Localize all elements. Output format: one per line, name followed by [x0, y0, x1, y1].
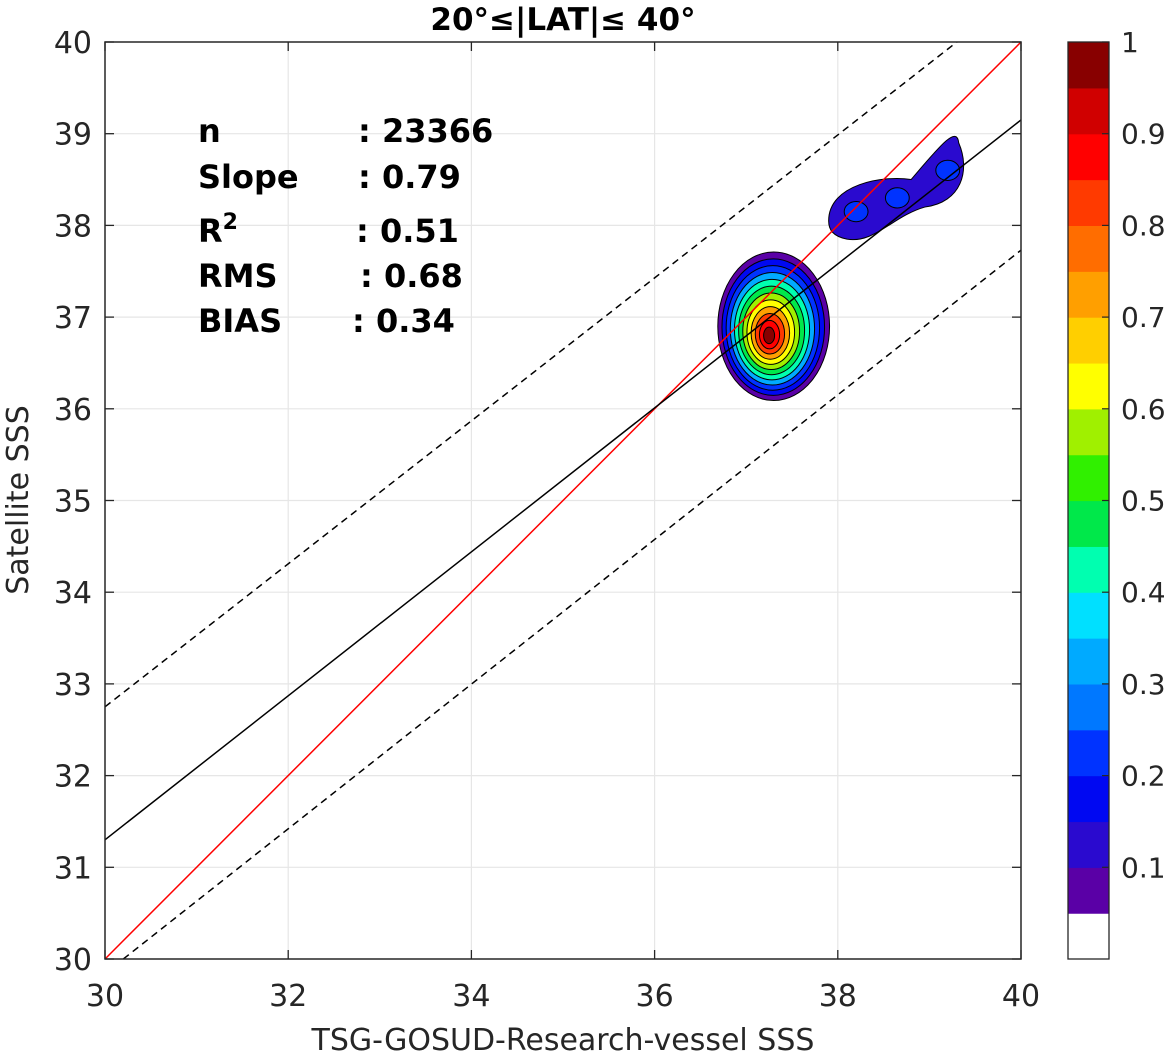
y-axis-label: Satellite SSS	[1, 405, 36, 595]
colorbar-tick-label: 1	[1121, 26, 1139, 59]
stat-label: Slope	[198, 158, 299, 196]
x-tick-label: 40	[1002, 979, 1040, 1014]
colorbar-segment	[1068, 683, 1109, 731]
stat-value: : 0.51	[356, 212, 459, 250]
stat-value: : 23366	[358, 112, 493, 150]
x-tick-label: 32	[269, 979, 307, 1014]
stat-label: RMS	[198, 257, 278, 295]
y-tick-label: 32	[54, 760, 92, 795]
y-tick-label: 37	[54, 301, 92, 336]
reference-lines	[105, 42, 1021, 959]
colorbar-segment	[1068, 133, 1109, 181]
colorbar: 0.1 0.2 0.3 0.4 0.5 0.6 0.7 0.8 0.9 1	[1067, 26, 1166, 960]
stat-value: : 0.79	[358, 158, 461, 196]
colorbar-tick-label: 0.6	[1121, 393, 1166, 426]
colorbar-segment	[1068, 408, 1109, 456]
x-tick-label: 38	[819, 979, 857, 1014]
y-tick-label: 39	[54, 118, 92, 153]
lower-bound-line	[122, 249, 1021, 959]
y-tick-label: 38	[54, 209, 92, 244]
colorbar-tick-label: 0.1	[1121, 851, 1166, 884]
colorbar-segment	[1068, 454, 1109, 502]
colorbar-tick-label: 0.7	[1121, 301, 1166, 334]
colorbar-tick-label: 0.8	[1121, 209, 1166, 242]
stat-value: : 0.68	[360, 257, 463, 295]
density-contours	[717, 136, 965, 402]
colorbar-tick-label: 0.9	[1121, 118, 1166, 151]
colorbar-tick-label: 0.2	[1121, 760, 1166, 793]
one-to-one-line	[105, 42, 1021, 959]
chart-title: 20°≤|LAT|≤ 40°	[430, 2, 695, 38]
y-tick-label: 40	[54, 26, 92, 61]
colorbar-tick-label: 0.4	[1121, 576, 1166, 609]
colorbar-segment	[1068, 271, 1109, 318]
y-tick-label: 31	[54, 851, 92, 886]
colorbar-segment	[1068, 913, 1109, 960]
y-tick-label: 35	[54, 485, 92, 520]
colorbar-segment	[1068, 546, 1109, 593]
x-tick-label: 30	[86, 979, 124, 1014]
stat-label: n	[198, 112, 221, 150]
colorbar-segment	[1068, 87, 1109, 135]
y-tick-label: 36	[54, 393, 92, 428]
colorbar-segment	[1068, 729, 1109, 777]
colorbar-segment	[1068, 362, 1109, 410]
y-tick-label: 33	[54, 668, 92, 703]
colorbar-segment	[1068, 317, 1109, 364]
colorbar-segment	[1068, 42, 1109, 89]
stat-label: BIAS	[198, 302, 282, 340]
x-tick-label: 36	[636, 979, 674, 1014]
contour-level	[843, 201, 869, 223]
colorbar-segment	[1068, 500, 1109, 547]
stat-label: R2	[198, 210, 238, 250]
stats-annotation: n : 23366 Slope : 0.79 R2 : 0.51 RMS : 0.68 BIAS…	[198, 112, 493, 340]
colorbar-tick-label: 0.3	[1121, 668, 1166, 701]
colorbar-segment	[1068, 867, 1109, 914]
colorbar-segment	[1068, 821, 1109, 868]
colorbar-tick-label: 0.5	[1121, 485, 1166, 518]
grid-lines	[105, 42, 1021, 959]
stat-value: : 0.34	[352, 302, 455, 340]
x-tick-label: 34	[452, 979, 490, 1014]
upper-bound-line	[105, 42, 958, 708]
colorbar-segment	[1068, 775, 1109, 823]
y-tick-label: 34	[54, 576, 92, 611]
colorbar-segment	[1068, 638, 1109, 685]
regression-fit-line	[105, 119, 1021, 841]
x-axis-label: TSG-GOSUD-Research-vessel SSS	[311, 1023, 815, 1055]
y-tick-label: 30	[54, 943, 92, 978]
axis-ticks: 30 32 34 36 38 40 30 31 32 33 34 35 36 37 38 39 40	[54, 26, 1040, 1014]
contour-level	[763, 326, 776, 345]
colorbar-segment	[1068, 592, 1109, 639]
colorbar-segment	[1068, 225, 1109, 272]
colorbar-segment	[1068, 179, 1109, 226]
contour-level	[884, 187, 910, 209]
contour-level	[935, 159, 961, 181]
